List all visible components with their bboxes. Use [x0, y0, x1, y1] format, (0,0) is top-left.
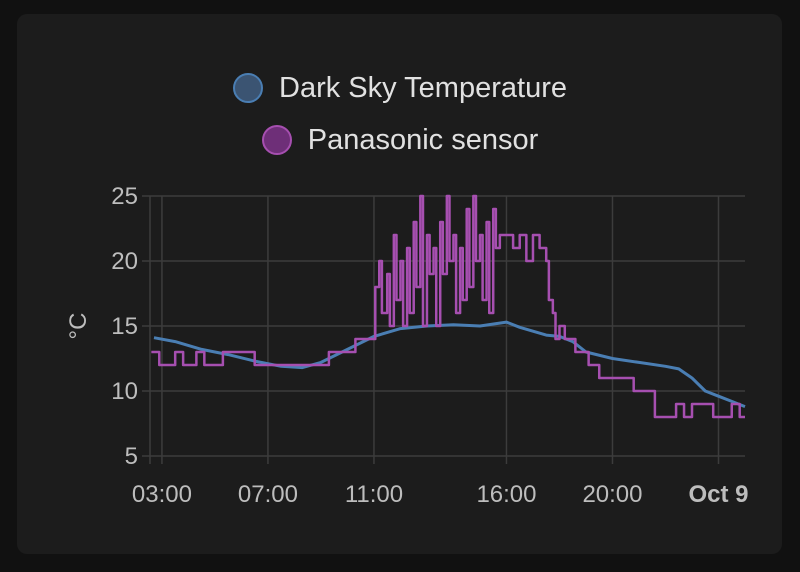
y-tick-label: 15: [111, 313, 138, 340]
series-line-panasonic: [151, 194, 745, 419]
x-tick-label: 20:00: [582, 481, 642, 508]
x-tick-label: 11:00: [345, 481, 403, 508]
legend-swatch-dark-sky: [233, 73, 264, 103]
y-tick-label: 25: [111, 183, 138, 210]
y-tick-label: 10: [111, 378, 138, 405]
legend-item-panasonic[interactable]: Panasonic sensor: [0, 114, 800, 166]
legend: Dark Sky Temperature Panasonic sensor: [0, 62, 800, 166]
y-tick-label: 20: [111, 248, 138, 275]
x-tick-label: Oct 9: [688, 481, 748, 508]
x-tick-label: 03:00: [132, 481, 192, 508]
series-line-dark-sky: [153, 320, 746, 408]
legend-item-dark-sky[interactable]: Dark Sky Temperature: [0, 62, 800, 114]
x-tick-label: 16:00: [476, 481, 536, 508]
x-tick-label: 07:00: [238, 481, 298, 508]
legend-swatch-panasonic: [261, 125, 292, 155]
legend-label-panasonic: Panasonic sensor: [307, 123, 539, 156]
legend-label-dark-sky: Dark Sky Temperature: [279, 71, 567, 104]
y-axis-label: °C: [65, 313, 92, 340]
y-tick-label: 5: [125, 443, 138, 470]
